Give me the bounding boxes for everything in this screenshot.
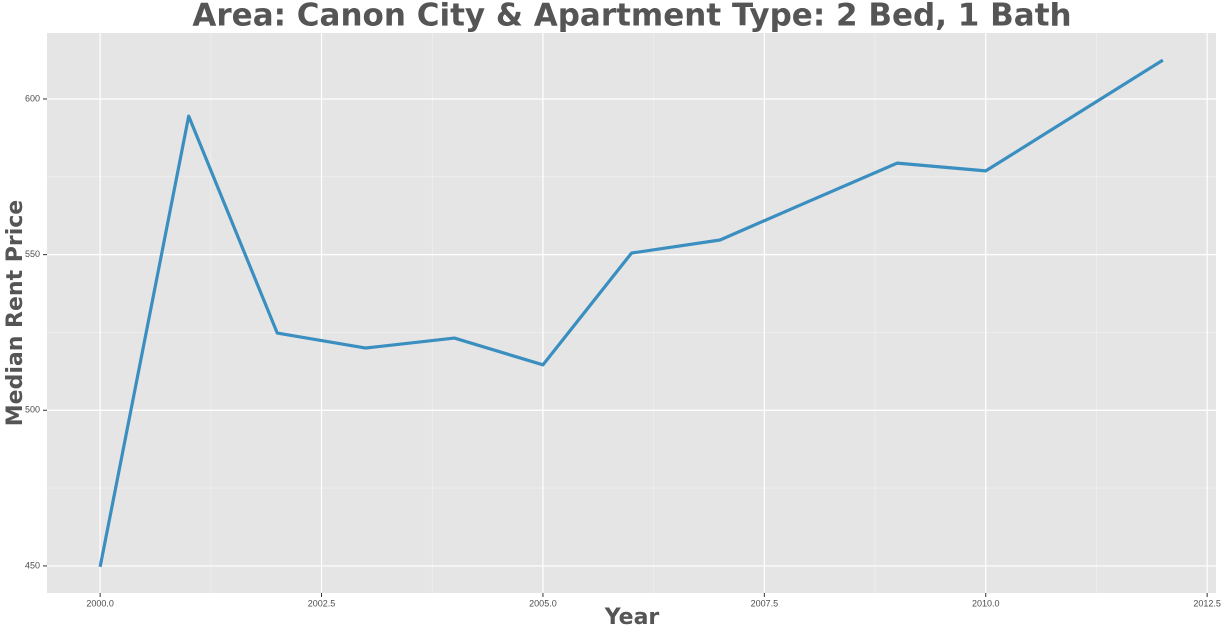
x-tick-label: 2012.5 bbox=[1193, 598, 1221, 608]
x-tick-label: 2005.0 bbox=[529, 598, 557, 608]
y-tick-label: 500 bbox=[25, 405, 40, 415]
x-tick-label: 2000.0 bbox=[86, 598, 114, 608]
y-tick-label: 600 bbox=[25, 93, 40, 103]
x-tick-label: 2010.0 bbox=[972, 598, 1000, 608]
y-tick-label: 450 bbox=[25, 560, 40, 570]
data-line bbox=[98, 58, 1164, 568]
plot-panel bbox=[47, 33, 1216, 593]
y-axis-title: Median Rent Price bbox=[3, 200, 28, 426]
x-axis-title: Year bbox=[604, 605, 660, 630]
x-tick-label: 2002.5 bbox=[308, 598, 336, 608]
x-tick-label: 2007.5 bbox=[751, 598, 779, 608]
chart-title: Area: Canon City & Apartment Type: 2 Bed… bbox=[192, 0, 1071, 34]
y-tick-label: 550 bbox=[25, 249, 40, 259]
